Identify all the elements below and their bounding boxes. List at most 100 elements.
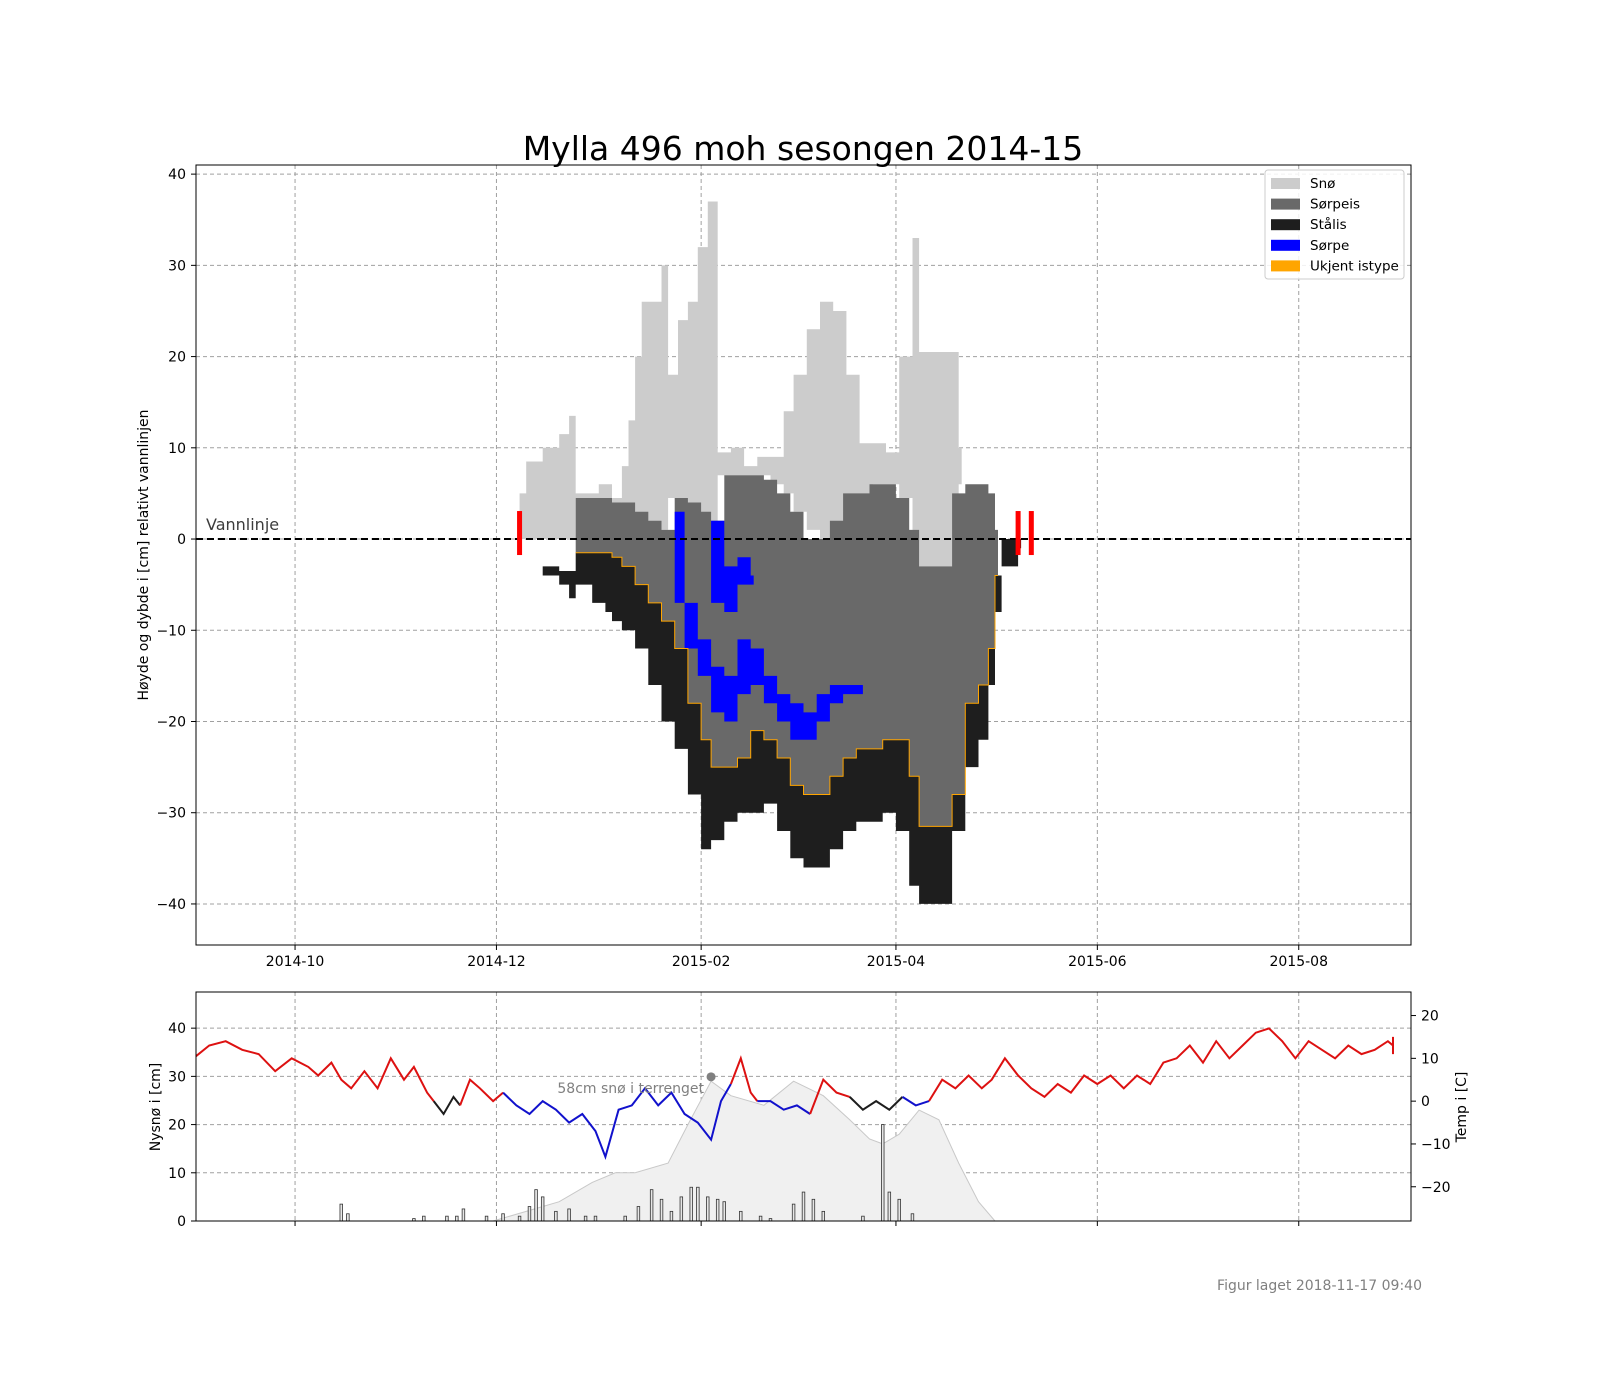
- footer-timestamp: Figur laget 2018-11-17 09:40: [1217, 1278, 1422, 1294]
- new-snow-bar: [706, 1196, 710, 1222]
- y-tick-label: 30: [168, 258, 186, 274]
- temperature-line: [757, 1100, 811, 1115]
- y-tick-label: −40: [156, 897, 186, 913]
- legend-swatch: [1271, 260, 1300, 272]
- new-snow-bar: [517, 1215, 522, 1222]
- new-snow-bar: [659, 1198, 664, 1222]
- snow-area: [519, 201, 962, 567]
- unknown-ice-boundary: [575, 552, 998, 827]
- new-snow-bar: [910, 1213, 915, 1222]
- new-snow-bar: [484, 1215, 489, 1222]
- new-snow-bar: [623, 1215, 627, 1222]
- main-annotations: Vannlinje: [196, 511, 1411, 556]
- new-snow-bar: [791, 1203, 796, 1222]
- temperature-line: [729, 1055, 759, 1102]
- legend-swatch: [1271, 198, 1300, 210]
- new-snow-bar: [669, 1210, 674, 1222]
- new-snow-bar: [527, 1206, 532, 1222]
- new-snow-bar: [422, 1215, 426, 1222]
- x-tick-label: 2015-06: [1068, 954, 1127, 970]
- ice-cover-marker: [1028, 511, 1034, 556]
- temperature-line: [928, 1027, 1394, 1102]
- new-snow-bar: [455, 1215, 459, 1222]
- legend-swatch: [1271, 239, 1300, 251]
- y-tick-label: 10: [168, 441, 186, 457]
- new-snow-bar: [811, 1198, 816, 1222]
- sub-axes: 0 10 20 30 40 20 10 0 −10 −20: [168, 1009, 1450, 1230]
- temperature-line: [809, 1077, 851, 1115]
- x-tick-label: 2015-02: [672, 954, 731, 970]
- sub-y-tick-label: 10: [168, 1166, 186, 1182]
- x-tick-label: 2015-08: [1269, 954, 1328, 970]
- y-tick-label: 20: [168, 350, 186, 366]
- terrain-snow-annotation: 58cm snø i terrenget: [557, 1081, 704, 1097]
- sub-y2-tick-label: 20: [1421, 1009, 1439, 1025]
- ice-cover-marker: [1015, 511, 1021, 556]
- legend-box: [1264, 169, 1405, 280]
- new-snow-bar: [636, 1206, 641, 1222]
- new-snow-bar: [861, 1215, 865, 1222]
- sub-y-tick-label: 30: [168, 1069, 186, 1085]
- new-snow-bar: [501, 1213, 505, 1222]
- legend-label: Sørpe: [1310, 238, 1349, 254]
- new-snow-bar: [593, 1215, 598, 1222]
- temperature-line: [459, 1078, 504, 1106]
- new-snow-bar: [679, 1196, 684, 1222]
- sub-y2-axis-label: Temp i [C]: [1454, 1072, 1470, 1144]
- new-snow-bar: [445, 1215, 449, 1222]
- new-snow-bar: [554, 1210, 558, 1222]
- temperature-line: [502, 1083, 732, 1160]
- terrain-snow-max-marker: [706, 1072, 716, 1082]
- ice-cover-marker: [517, 511, 523, 556]
- legend-swatch: [1271, 219, 1300, 231]
- y-tick-label: 40: [168, 167, 186, 183]
- y-tick-label: −20: [156, 714, 186, 730]
- main-y-axis-label: Høyde og dybde i [cm] relativt vannlinje…: [136, 409, 152, 700]
- sub-y-tick-label: 40: [168, 1021, 186, 1037]
- new-snow-bar: [534, 1189, 538, 1222]
- temperature-line: [432, 1095, 461, 1116]
- new-snow-bar: [897, 1198, 901, 1222]
- sub-y2-tick-label: 10: [1421, 1051, 1439, 1067]
- new-snow-bar: [583, 1215, 588, 1222]
- legend-label: Sørpeis: [1310, 197, 1360, 213]
- sub-y-axis-label: Nysnø i [cm]: [148, 1063, 164, 1152]
- sub-plot-frame: [195, 991, 1412, 1222]
- main-plot-frame: [195, 164, 1412, 946]
- terrain-snow-depth: [492, 1080, 997, 1222]
- new-snow-bar: [346, 1213, 350, 1222]
- chart-title: Mylla 496 moh sesongen 2014-15: [523, 129, 1084, 168]
- slush-area: [674, 511, 866, 740]
- main-axes: 40 30 20 10 0 −10 −20 −30 −40 2014-10 2014-12 2015-…: [156, 167, 1328, 970]
- sub-y2-tick-label: −10: [1421, 1137, 1451, 1153]
- clear-ice-area: [526, 539, 1022, 904]
- x-tick-label: 2014-10: [266, 954, 325, 970]
- sub-y2-tick-label: −20: [1421, 1180, 1451, 1196]
- new-snow-bar: [887, 1191, 892, 1222]
- legend-label: Snø: [1310, 176, 1335, 192]
- sub-y-tick-label: 0: [177, 1214, 186, 1230]
- legend: Snø Sørpeis Stålis Sørpe Ukjent istype: [1264, 169, 1405, 280]
- temperature-line: [849, 1096, 904, 1111]
- new-snow-bar: [696, 1186, 700, 1222]
- new-snow-bar: [461, 1208, 466, 1222]
- new-snow-bar: [567, 1208, 571, 1222]
- legend-swatch: [1271, 178, 1300, 189]
- new-snow-bar: [801, 1191, 806, 1222]
- legend-label: Ukjent istype: [1310, 258, 1399, 274]
- x-tick-label: 2014-12: [467, 954, 526, 970]
- temperature-line: [901, 1096, 930, 1107]
- slush-area: [711, 520, 754, 612]
- new-snow-bar: [881, 1124, 885, 1222]
- sub-y2-tick-label: 0: [1421, 1094, 1430, 1110]
- legend-label: Stålis: [1310, 216, 1347, 233]
- x-tick-label: 2015-04: [867, 954, 926, 970]
- ice-layers: [519, 201, 1022, 904]
- new-snow-bar: [715, 1198, 720, 1222]
- y-tick-label: 0: [177, 532, 186, 548]
- new-snow-bar: [649, 1189, 654, 1222]
- y-tick-label: −10: [156, 623, 186, 639]
- y-tick-label: −30: [156, 806, 186, 822]
- new-snow-bar: [339, 1203, 343, 1222]
